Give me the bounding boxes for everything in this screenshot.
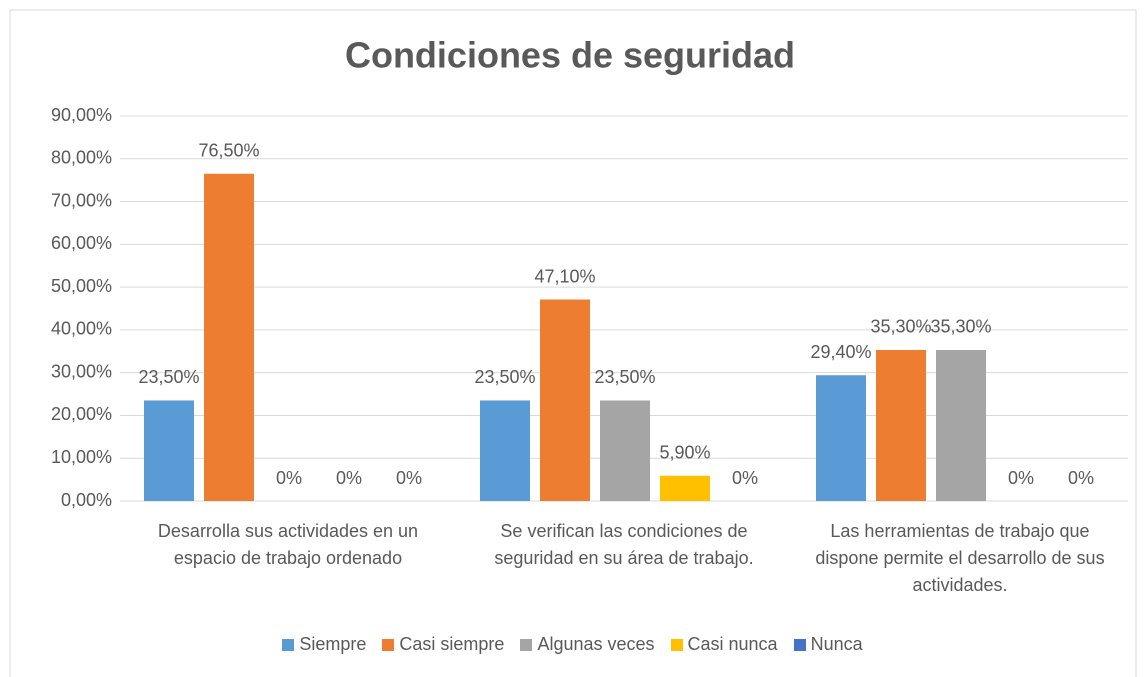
bar bbox=[660, 475, 710, 501]
legend-swatch bbox=[793, 638, 806, 651]
data-label: 0% bbox=[732, 468, 758, 488]
bar bbox=[144, 400, 194, 501]
y-tick-label: 60,00% bbox=[51, 233, 112, 253]
y-tick-label: 0,00% bbox=[61, 490, 112, 510]
data-label: 0% bbox=[336, 468, 362, 488]
data-label: 0% bbox=[1008, 468, 1034, 488]
legend-label: Siempre bbox=[299, 634, 367, 654]
data-label: 23,50% bbox=[594, 367, 655, 387]
bar bbox=[936, 349, 986, 501]
bar bbox=[600, 400, 650, 501]
y-tick-label: 90,00% bbox=[51, 105, 112, 125]
data-label: 47,10% bbox=[534, 266, 595, 286]
data-label: 35,30% bbox=[870, 317, 931, 337]
data-label: 0% bbox=[276, 468, 302, 488]
y-tick-label: 20,00% bbox=[51, 404, 112, 424]
legend: Siempre Casi siempre Algunas veces Casi nun… bbox=[0, 634, 1145, 655]
x-tick-label: Se verifican las condiciones de segurida… bbox=[494, 521, 754, 568]
bar bbox=[816, 375, 866, 501]
data-label: 76,50% bbox=[198, 141, 259, 161]
y-tick-label: 70,00% bbox=[51, 190, 112, 210]
legend-item: Algunas veces bbox=[520, 634, 655, 655]
legend-swatch bbox=[670, 638, 683, 651]
legend-item: Casi nunca bbox=[670, 634, 778, 655]
bar bbox=[540, 299, 590, 501]
y-tick-label: 40,00% bbox=[51, 319, 112, 339]
x-tick-label: Las herramientas de trabajo que dispone … bbox=[815, 521, 1105, 595]
data-label: 0% bbox=[396, 468, 422, 488]
legend-swatch bbox=[382, 638, 395, 651]
legend-swatch bbox=[282, 638, 295, 651]
y-tick-label: 30,00% bbox=[51, 361, 112, 381]
y-tick-label: 10,00% bbox=[51, 447, 112, 467]
bar bbox=[876, 349, 926, 501]
chart-border bbox=[9, 9, 1137, 677]
chart-title: Condiciones de seguridad bbox=[345, 35, 795, 76]
legend-label: Casi nunca bbox=[687, 634, 778, 654]
data-label: 23,50% bbox=[474, 367, 535, 387]
data-label: 0% bbox=[1068, 468, 1094, 488]
legend-item: Siempre bbox=[282, 634, 366, 655]
y-tick-label: 80,00% bbox=[51, 148, 112, 168]
y-tick-label: 50,00% bbox=[51, 276, 112, 296]
legend-label: Casi siempre bbox=[399, 634, 505, 654]
data-label: 35,30% bbox=[930, 317, 991, 337]
legend-item: Nunca bbox=[793, 634, 863, 655]
data-label: 5,90% bbox=[659, 443, 710, 463]
data-label: 23,50% bbox=[138, 367, 199, 387]
legend-swatch bbox=[520, 638, 533, 651]
legend-label: Nunca bbox=[810, 634, 863, 654]
legend-label: Algunas veces bbox=[537, 634, 655, 654]
legend-item: Casi siempre bbox=[382, 634, 504, 655]
bar bbox=[204, 173, 254, 501]
data-label: 29,40% bbox=[810, 342, 871, 362]
x-tick-label: Desarrolla sus actividades en un espacio… bbox=[157, 521, 419, 568]
bar bbox=[480, 400, 530, 501]
